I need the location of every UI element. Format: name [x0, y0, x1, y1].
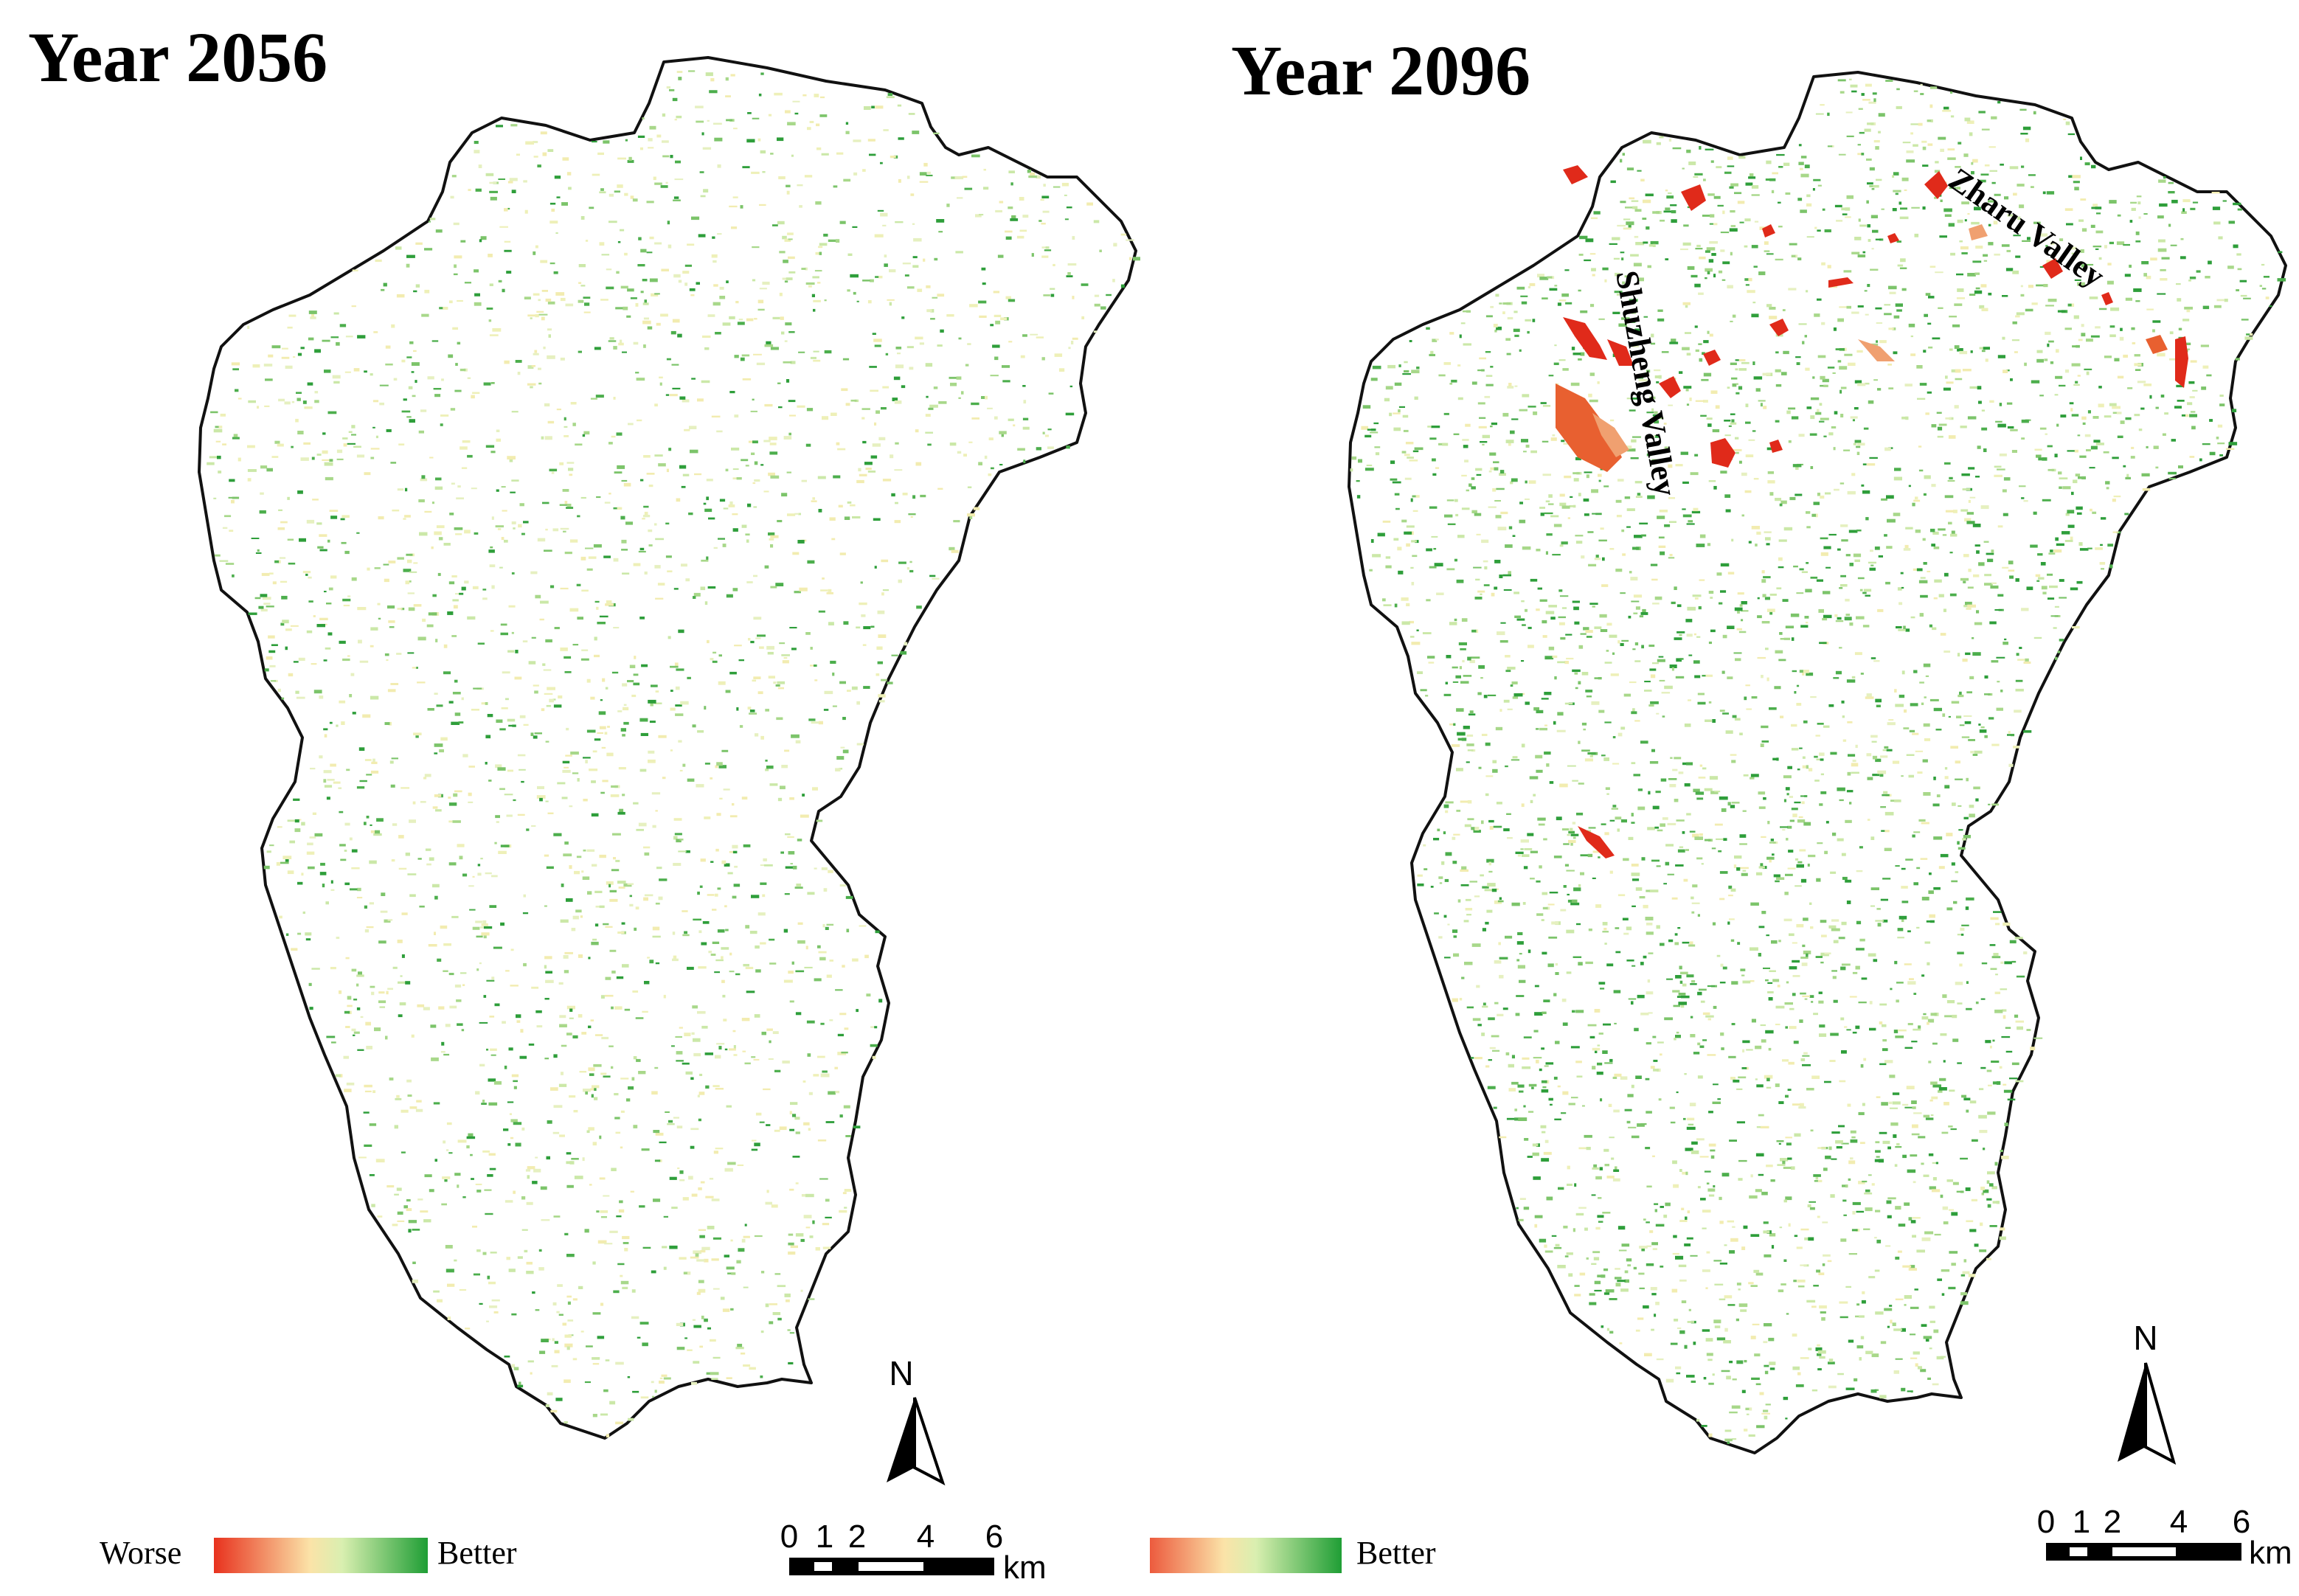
scale-tick-0: 0: [2037, 1504, 2055, 1540]
panel-title-2096: Year 2096: [1231, 31, 1531, 110]
change-pixels-2096: [1350, 78, 2286, 1444]
scale-tick-4: 4: [917, 1519, 934, 1555]
scale-unit: km: [2249, 1535, 2292, 1571]
legend-color-ramp: [1150, 1538, 1342, 1573]
map-canvas-2096: Zharu Valley Shuzheng Valley Worse Bette…: [1150, 71, 2292, 1573]
scale-tick-6: 6: [2233, 1504, 2250, 1540]
scale-tick-2: 2: [848, 1519, 866, 1555]
scale-bar: 0 1 2 4 6 km: [2037, 1504, 2292, 1571]
legend-better-label: Better: [1356, 1535, 1436, 1571]
north-arrow: N: [2118, 1319, 2177, 1465]
map-panel-2056: Worse Better N 0 1 2 4 6 km Year 2056: [0, 0, 1149, 1596]
legend-worse-label: Worse: [100, 1535, 181, 1571]
scale-bar: 0 1 2 4 6 km: [780, 1519, 1047, 1586]
study-area-outline: [198, 56, 1137, 1440]
legend-color-ramp: [214, 1538, 428, 1573]
scale-tick-1: 1: [816, 1519, 833, 1555]
north-arrow: N: [887, 1354, 946, 1486]
north-arrow-label: N: [889, 1354, 913, 1392]
map-canvas-2056: Worse Better N 0 1 2 4 6 km: [100, 56, 1140, 1586]
worse-patches: [1556, 165, 2188, 858]
north-arrow-label: N: [2133, 1319, 2157, 1357]
panel-title-2056: Year 2056: [28, 18, 328, 97]
scale-tick-4: 4: [2170, 1504, 2188, 1540]
change-pixels-2056: [207, 70, 1140, 1438]
scale-tick-1: 1: [2073, 1504, 2090, 1540]
north-arrow-icon: [887, 1398, 915, 1482]
scale-tick-2: 2: [2104, 1504, 2121, 1540]
map-panel-2096: Zharu Valley Shuzheng Valley Worse Bette…: [1150, 0, 2299, 1596]
scale-unit: km: [1003, 1550, 1047, 1586]
study-area-outline: [1348, 71, 2287, 1454]
north-arrow-icon: [2118, 1363, 2146, 1462]
legend-better-label: Better: [437, 1535, 517, 1571]
scale-tick-6: 6: [985, 1519, 1003, 1555]
scale-tick-0: 0: [780, 1519, 798, 1555]
legend: Worse Better: [100, 1535, 517, 1573]
legend: Worse Better: [1150, 1535, 1436, 1573]
